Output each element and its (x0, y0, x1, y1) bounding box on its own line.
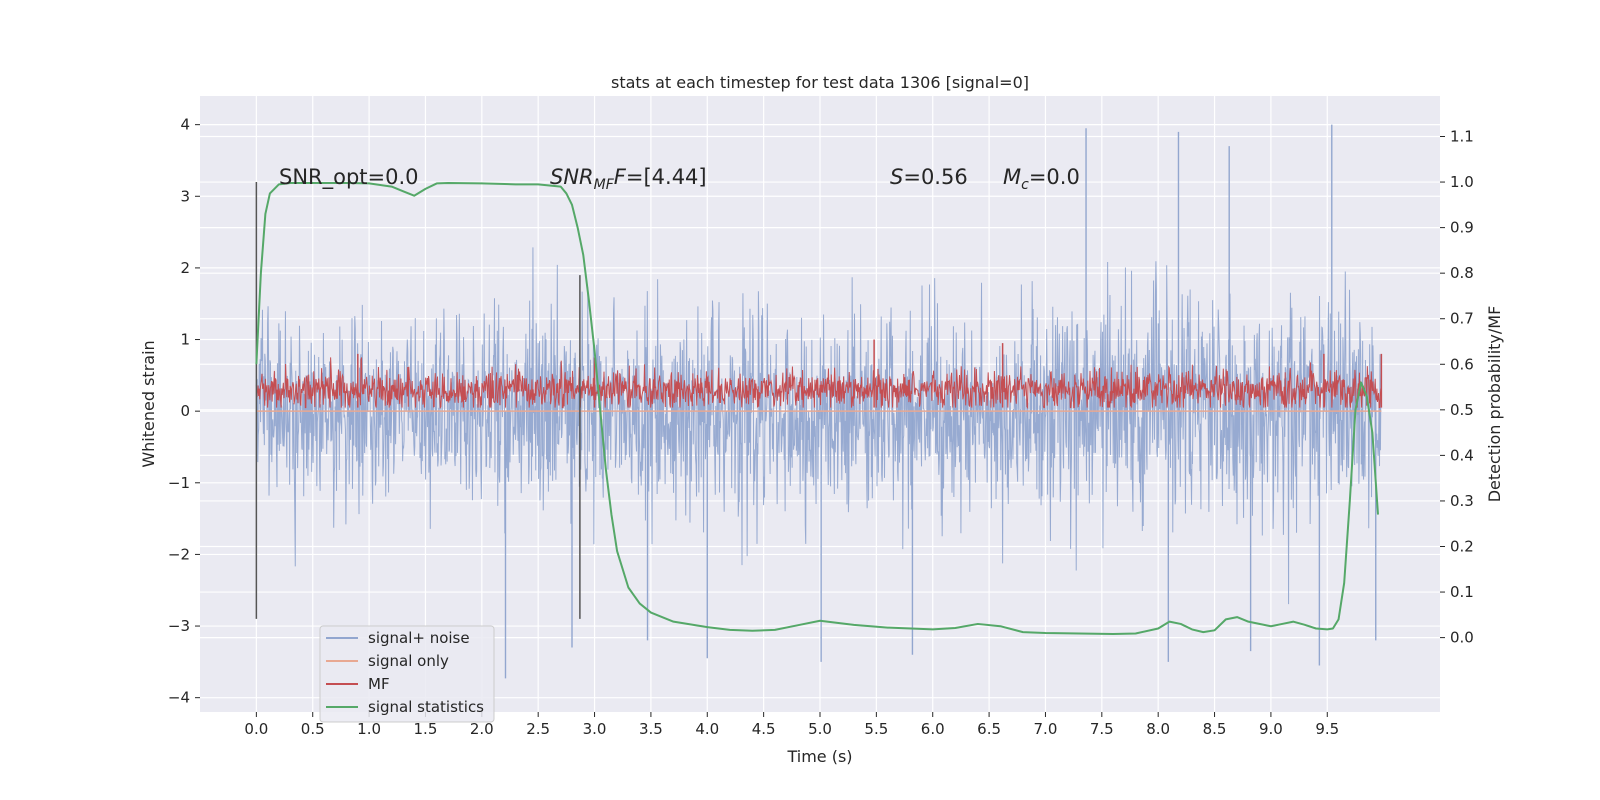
x-tick-label: 1.5 (414, 720, 438, 738)
y-tick-label: 0 (180, 402, 190, 420)
x-tick-label: 5.0 (808, 720, 832, 738)
y-tick-label: 4 (180, 116, 190, 134)
annotation-snr-mf-f: F (614, 165, 627, 189)
x-tick-label: 8.5 (1203, 720, 1227, 738)
annotation-mc-symbol: M (1003, 165, 1021, 189)
legend-label-signal-only: signal only (368, 652, 449, 670)
y-right-tick-label: 0.0 (1450, 629, 1474, 647)
y-tick-label: 2 (180, 259, 190, 277)
annotation-s-value: =0.56 (903, 165, 967, 189)
x-axis-label: Time (s) (786, 747, 852, 766)
y-tick-label: −3 (168, 617, 190, 635)
y-right-tick-label: 0.7 (1450, 310, 1474, 328)
annotation-snr-opt: SNR_opt=0.0 (279, 165, 419, 190)
x-tick-label: 3.0 (583, 720, 607, 738)
legend-box (319, 625, 495, 723)
y-right-tick-label: 0.1 (1450, 583, 1474, 601)
y-right-tick-label: 0.8 (1450, 264, 1474, 282)
x-tick-label: 4.5 (752, 720, 776, 738)
x-tick-label: 5.5 (864, 720, 888, 738)
annotation-snr-mf: SNRMFF=[4.44] (550, 165, 707, 193)
data-layer (255, 124, 1383, 679)
legend-label-signal-statistics: signal statistics (368, 698, 484, 716)
y-tick-label: 3 (180, 187, 190, 205)
legend: signal+ noise signal only MF signal stat… (319, 625, 495, 723)
axes: 0.0 0.5 1.0 1.5 2.0 2.5 3.0 3.5 4.0 4.5 5.0 5.5 6.0 6… (168, 116, 1474, 738)
x-tick-label: 7.0 (1034, 720, 1058, 738)
y-axis-label: Whitened strain (139, 340, 158, 467)
y-right-tick-label: 0.6 (1450, 355, 1474, 373)
chart-title: stats at each timestep for test data 130… (611, 73, 1029, 92)
series-signal-statistics (255, 181, 1379, 635)
legend-label-signal-noise: signal+ noise (368, 629, 470, 647)
x-tick-label: 2.5 (526, 720, 550, 738)
annotation-snr-mf-value: =[4.44] (626, 165, 707, 189)
x-tick-label: 6.5 (977, 720, 1001, 738)
y-tick-label: −1 (168, 474, 190, 492)
annotation-s: S=0.56 (890, 165, 968, 189)
legend-label-mf: MF (368, 675, 390, 693)
y-right-tick-label: 1.1 (1450, 127, 1474, 145)
x-tick-label: 1.0 (357, 720, 381, 738)
annotation-snr-mf-subscript: MF (594, 177, 615, 193)
annotation-mc-subscript: c (1021, 177, 1029, 193)
x-tick-label: 9.5 (1315, 720, 1339, 738)
y-tick-label: −4 (168, 689, 190, 707)
x-tick-label: 2.0 (470, 720, 494, 738)
y-right-tick-label: 0.9 (1450, 219, 1474, 237)
x-tick-label: 8.0 (1146, 720, 1170, 738)
annotation-snr-mf-symbol: SNR (550, 165, 594, 189)
annotation-s-symbol: S (890, 165, 903, 189)
series-signal-noise (255, 247, 1382, 605)
x-tick-label: 6.0 (921, 720, 945, 738)
x-tick-label: 4.0 (695, 720, 719, 738)
y-axis-right-label: Detection probability/MF (1485, 306, 1504, 503)
x-tick-label: 0.5 (301, 720, 325, 738)
annotation-mc: Mc=0.0 (1003, 165, 1080, 193)
y-right-tick-label: 0.4 (1450, 446, 1474, 464)
y-right-tick-label: 0.2 (1450, 537, 1474, 555)
series-mf (255, 357, 1382, 410)
y-right-tick-label: 1.0 (1450, 173, 1474, 191)
annotation-mc-value: =0.0 (1029, 165, 1080, 189)
y-tick-label: −2 (168, 545, 190, 563)
annotations: SNR_opt=0.0 SNRMFF=[4.44] S=0.56 Mc=0.0 (279, 165, 1080, 193)
y-tick-label: 1 (180, 331, 190, 349)
y-right-tick-label: 0.3 (1450, 492, 1474, 510)
x-tick-label: 3.5 (639, 720, 663, 738)
x-tick-label: 0.0 (244, 720, 268, 738)
y-right-tick-label: 0.5 (1450, 401, 1474, 419)
x-tick-label: 7.5 (1090, 720, 1114, 738)
x-tick-label: 9.0 (1259, 720, 1283, 738)
